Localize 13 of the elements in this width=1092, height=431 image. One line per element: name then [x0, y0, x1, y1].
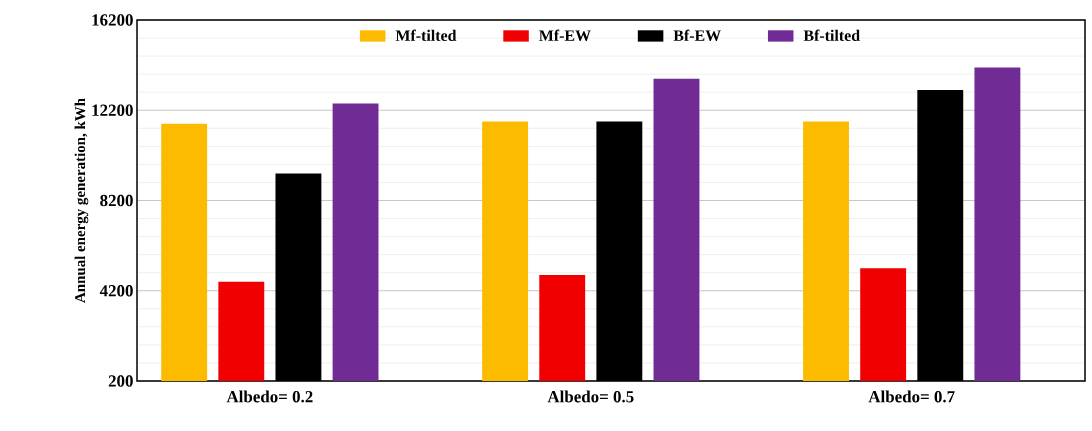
y-tick-label: 200	[108, 375, 133, 387]
legend-label: Mf-tilted	[395, 29, 457, 41]
y-tick-label: 12200	[92, 104, 133, 116]
legend-label: Bf-tilted	[803, 29, 860, 41]
y-axis-title: Annual energy generation, kWh	[74, 98, 89, 303]
y-tick-label: 8200	[100, 194, 133, 207]
y-tick-label: 4200	[99, 285, 133, 297]
x-tick-label: Albedo= 0.7	[868, 390, 955, 403]
legend-label: Mf-EW	[539, 29, 591, 42]
legend-label: Bf-EW	[673, 29, 721, 42]
y-tick-label: 16200	[92, 14, 133, 26]
x-tick-label: Albedo= 0.2	[226, 390, 313, 403]
x-tick-label: Albedo= 0.5	[547, 390, 634, 403]
